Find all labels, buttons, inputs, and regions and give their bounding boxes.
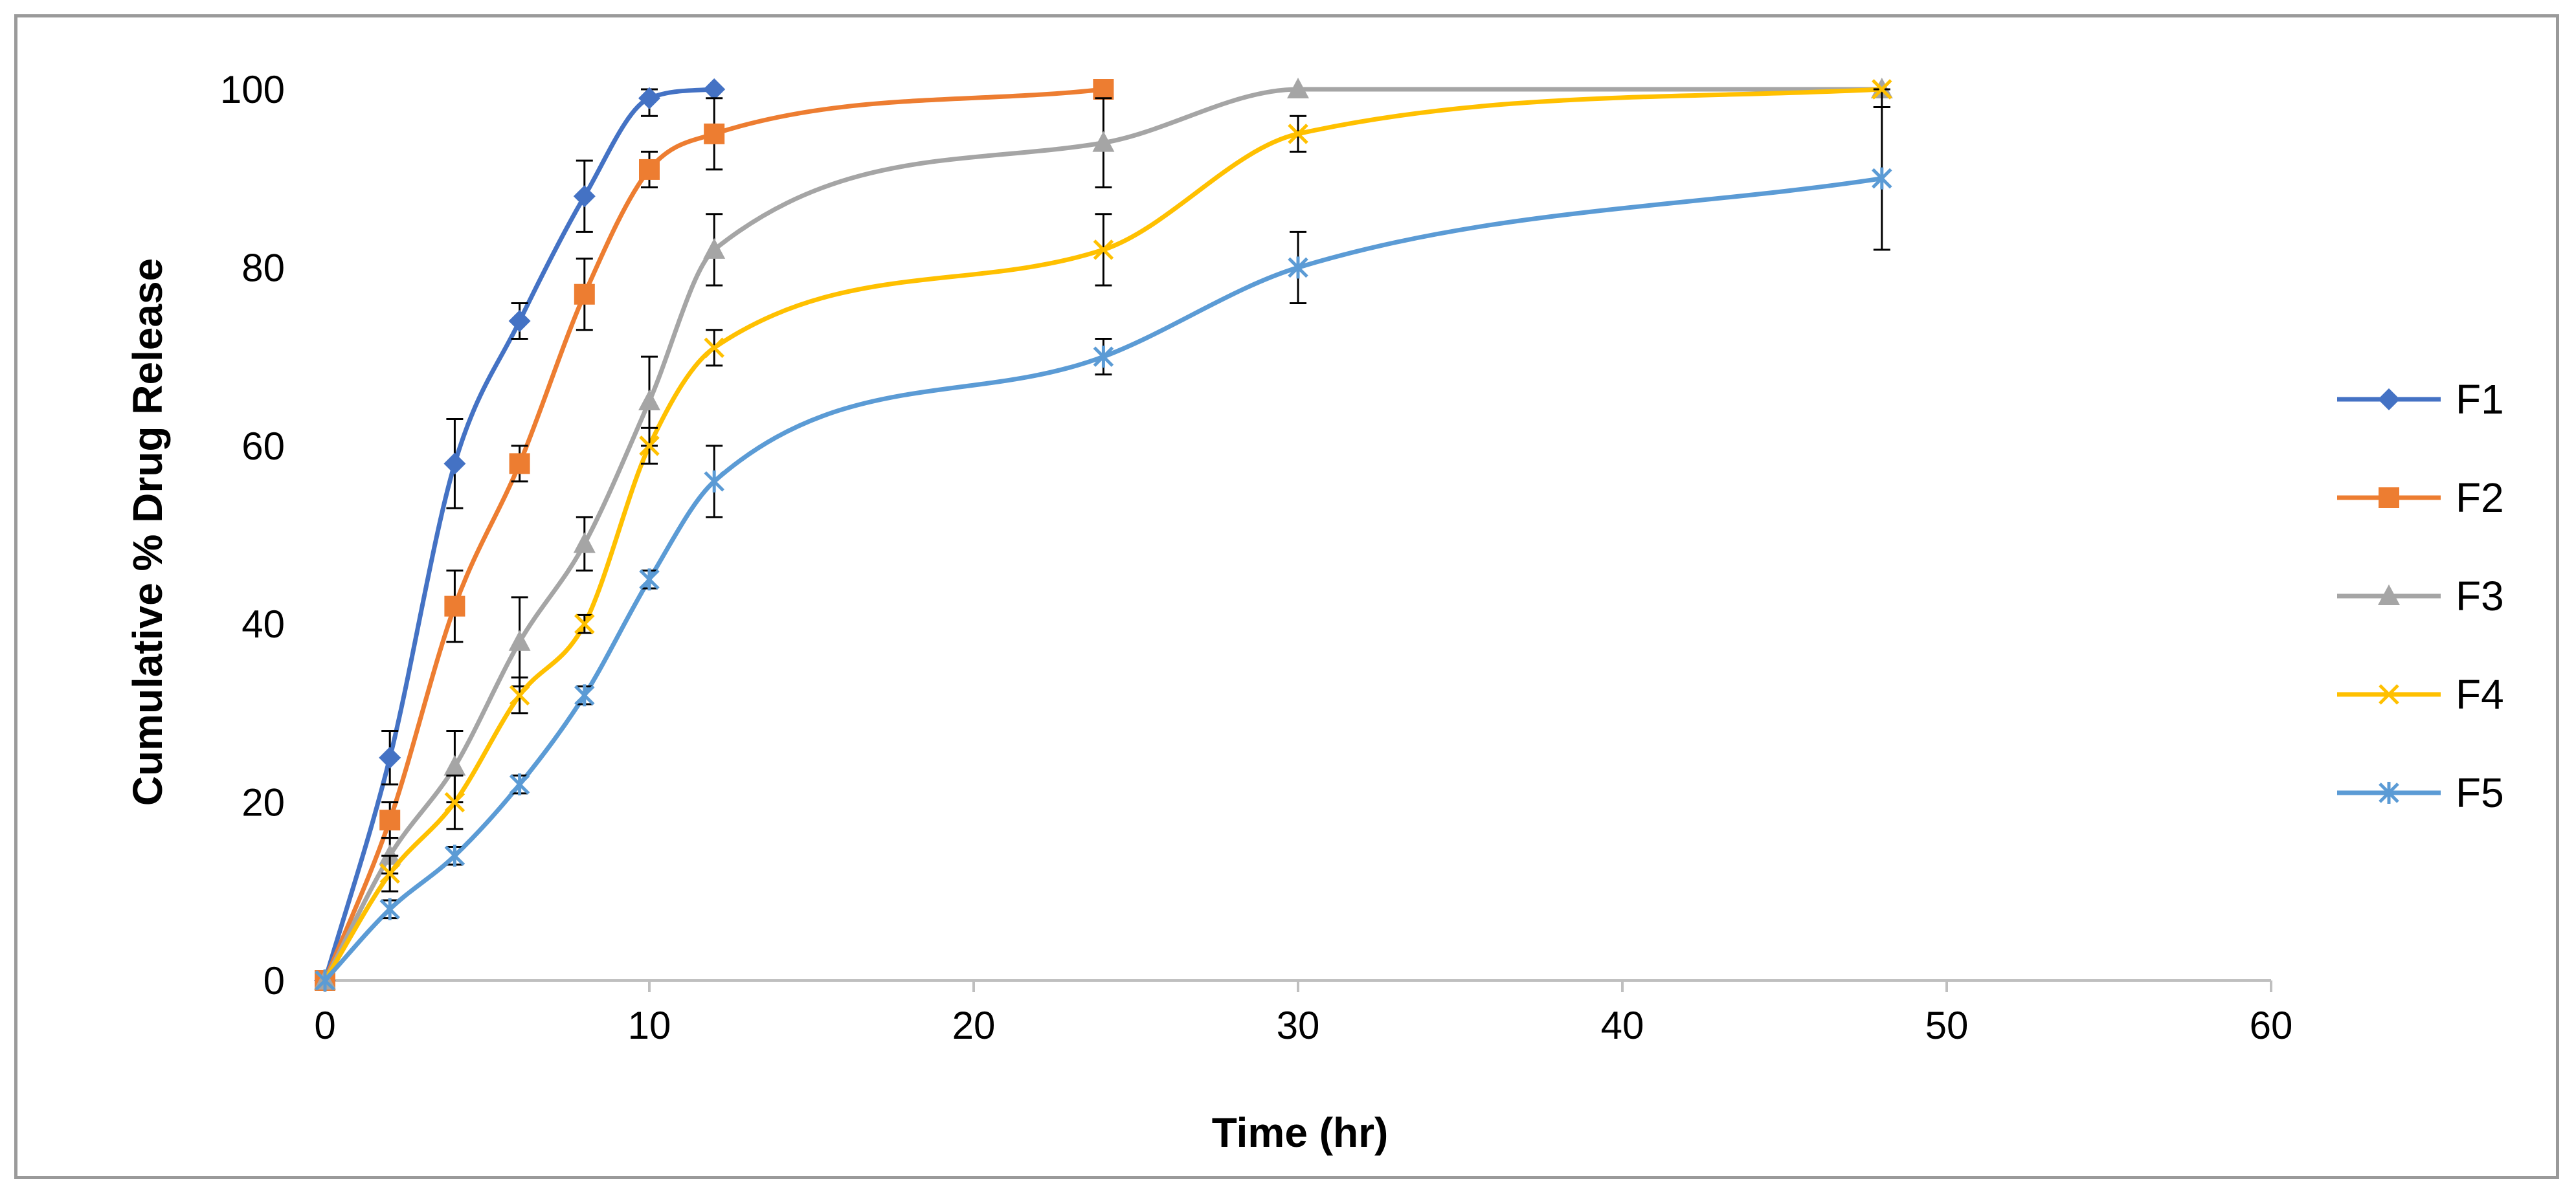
legend-item-f5: F5: [2337, 770, 2504, 816]
data-point: [444, 845, 465, 867]
data-point: [573, 532, 596, 553]
data-point: [704, 123, 725, 144]
series-line-f5: [323, 176, 1883, 982]
data-point: [509, 773, 530, 796]
data-point: [704, 470, 724, 493]
x-tick-label: 50: [1925, 1004, 1969, 1047]
legend-item-f4: F4: [2337, 671, 2504, 718]
legend-item-f1: F1: [2337, 376, 2504, 423]
data-point: [703, 238, 726, 259]
y-tick-label: 80: [241, 246, 285, 289]
series-f4: [315, 79, 1892, 991]
data-point: [443, 755, 466, 776]
data-point: [704, 337, 724, 359]
x-tick-label: 20: [952, 1004, 996, 1047]
legend: F1 F2 F3 F4 F5: [2337, 376, 2504, 816]
x-tick-label: 60: [2250, 1004, 2293, 1047]
series-group: [314, 78, 1893, 991]
data-point: [638, 87, 660, 109]
data-point: [443, 452, 466, 475]
x-tick-label: 0: [314, 1004, 335, 1047]
data-point: [1092, 131, 1115, 152]
x-tick-label: 10: [628, 1004, 671, 1047]
y-tick-label: 0: [263, 959, 285, 1002]
data-point: [509, 685, 530, 706]
legend-marker: [2379, 487, 2399, 508]
data-point: [1288, 256, 1308, 279]
legend-label: F3: [2456, 573, 2504, 619]
chart-frame: [14, 14, 2559, 1179]
data-point: [315, 969, 335, 991]
legend-marker: [2379, 782, 2399, 804]
data-point: [1093, 79, 1114, 100]
series-line-f1: [322, 87, 715, 981]
data-point: [1287, 78, 1309, 98]
data-point: [379, 844, 401, 865]
data-point: [508, 630, 531, 651]
x-tick-label: 40: [1601, 1004, 1644, 1047]
legend-label: F2: [2456, 474, 2504, 521]
data-point: [379, 810, 401, 831]
data-point: [638, 389, 660, 410]
y-tick-label: 20: [241, 781, 285, 825]
legend-item-f3: F3: [2337, 573, 2504, 619]
data-point: [639, 568, 660, 591]
legend-label: F1: [2456, 376, 2504, 423]
data-point: [1093, 346, 1114, 368]
data-point: [639, 436, 660, 456]
series-line-f2: [322, 87, 1104, 982]
legend-marker: [2379, 684, 2399, 705]
axes: 0 10 20 30 40 50 60 0 20 40 60 80 100: [220, 68, 2292, 1047]
legend-marker: [2378, 388, 2400, 410]
x-axis-title: Time (hr): [1212, 1109, 1389, 1156]
data-point: [703, 78, 726, 100]
data-point: [1093, 239, 1114, 260]
legend-label: F4: [2456, 671, 2504, 718]
data-point: [574, 283, 595, 305]
data-point: [379, 898, 400, 920]
legend-marker: [2378, 584, 2400, 605]
data-point: [1872, 167, 1892, 190]
data-point: [573, 185, 596, 208]
data-point: [574, 614, 595, 634]
data-point: [379, 863, 400, 884]
data-point: [444, 595, 465, 617]
series-f5: [315, 106, 1892, 991]
legend-label: F5: [2456, 770, 2504, 816]
data-point: [444, 792, 465, 813]
legend-item-f2: F2: [2337, 474, 2504, 521]
data-point: [1288, 124, 1308, 144]
data-point: [639, 159, 660, 180]
y-tick-label: 40: [241, 603, 285, 646]
y-tick-label: 60: [241, 425, 285, 468]
y-axis-title: Cumulative % Drug Release: [124, 258, 171, 806]
y-tick-label: 100: [220, 68, 285, 111]
data-point: [379, 746, 401, 769]
data-point: [1872, 79, 1892, 100]
x-tick-label: 30: [1277, 1004, 1320, 1047]
data-point: [508, 310, 531, 333]
data-point: [509, 453, 530, 474]
data-point: [574, 684, 595, 707]
